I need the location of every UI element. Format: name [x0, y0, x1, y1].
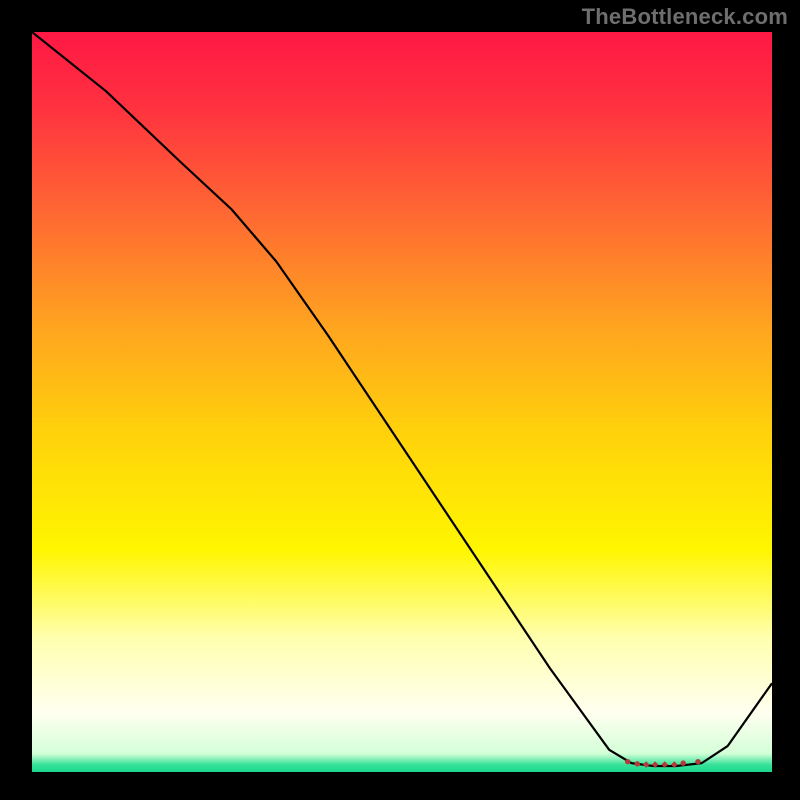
valley-marker	[681, 760, 686, 765]
valley-marker	[625, 759, 630, 764]
plot-area	[32, 32, 772, 772]
valley-marker	[695, 759, 700, 764]
chart-container: TheBottleneck.com	[0, 0, 800, 800]
watermark-text: TheBottleneck.com	[582, 4, 788, 30]
valley-marker	[635, 761, 640, 766]
bottleneck-chart	[0, 0, 800, 800]
